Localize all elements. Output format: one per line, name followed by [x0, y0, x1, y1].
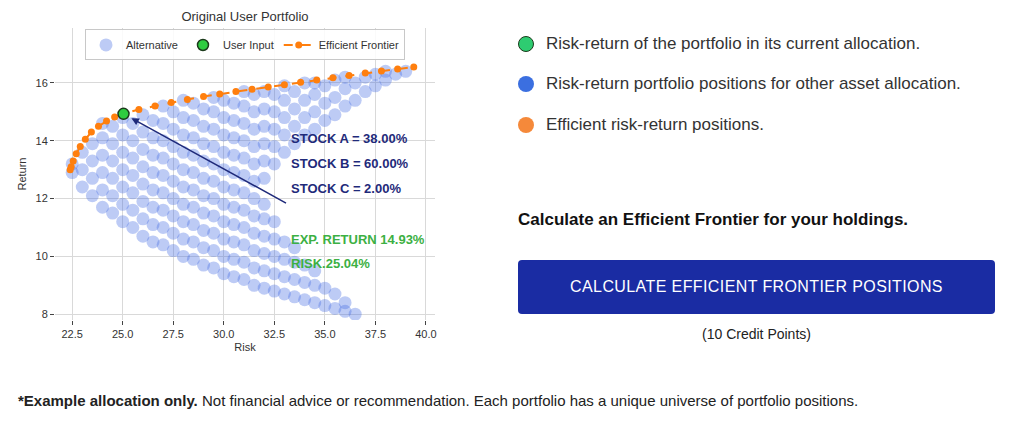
- svg-text:STOCK B = 60.00%: STOCK B = 60.00%: [291, 156, 409, 171]
- svg-text:Return: Return: [16, 157, 28, 190]
- svg-text:16: 16: [36, 77, 48, 89]
- svg-text:10: 10: [36, 250, 48, 262]
- html-text:*Example allocation only. Not: *Example allocation only. Not financial …: [18, 392, 859, 409]
- svg-text:14: 14: [36, 135, 48, 147]
- svg-text:STOCK C = 2.00%: STOCK C = 2.00%: [291, 181, 401, 196]
- svg-text:32.5: 32.5: [264, 328, 285, 340]
- svg-text:STOCK A = 38.00%: STOCK A = 38.00%: [291, 131, 408, 146]
- svg-text:25.0: 25.0: [112, 328, 133, 340]
- html-text:CALCULATE EFFICIENT FRONTIER P: CALCULATE EFFICIENT FRONTIER POSITIONS: [570, 278, 943, 295]
- svg-text:Risk: Risk: [234, 341, 256, 353]
- svg-text:35.0: 35.0: [314, 328, 335, 340]
- svg-text:Efficient Frontier: Efficient Frontier: [319, 39, 399, 51]
- html-text:Calculate an Efficient Frontie: Calculate an Efficient Frontier for your…: [518, 210, 909, 229]
- svg-text:27.5: 27.5: [163, 328, 184, 340]
- html-text:Efficient risk-return position: Efficient risk-return positions.: [546, 115, 764, 134]
- html-text:Risk-return of the portfolio i: Risk-return of the portfolio in its curr…: [546, 34, 921, 53]
- svg-text:RISK.25.04%: RISK.25.04%: [291, 256, 370, 271]
- html-text:Risk-return portfolio position: Risk-return portfolio positions for othe…: [546, 74, 961, 93]
- html-text:(10 Credit Points): (10 Credit Points): [702, 326, 811, 342]
- svg-text:22.5: 22.5: [61, 328, 82, 340]
- svg-text:Alternative: Alternative: [126, 39, 178, 51]
- svg-text:40.0: 40.0: [415, 328, 436, 340]
- svg-text:37.5: 37.5: [365, 328, 386, 340]
- svg-text:30.0: 30.0: [213, 328, 234, 340]
- svg-text:EXP. RETURN 14.93%: EXP. RETURN 14.93%: [291, 232, 425, 247]
- svg-text:Original User Portfolio: Original User Portfolio: [181, 9, 308, 24]
- svg-text:8: 8: [42, 308, 48, 320]
- svg-text:User Input: User Input: [223, 39, 274, 51]
- svg-text:12: 12: [36, 192, 48, 204]
